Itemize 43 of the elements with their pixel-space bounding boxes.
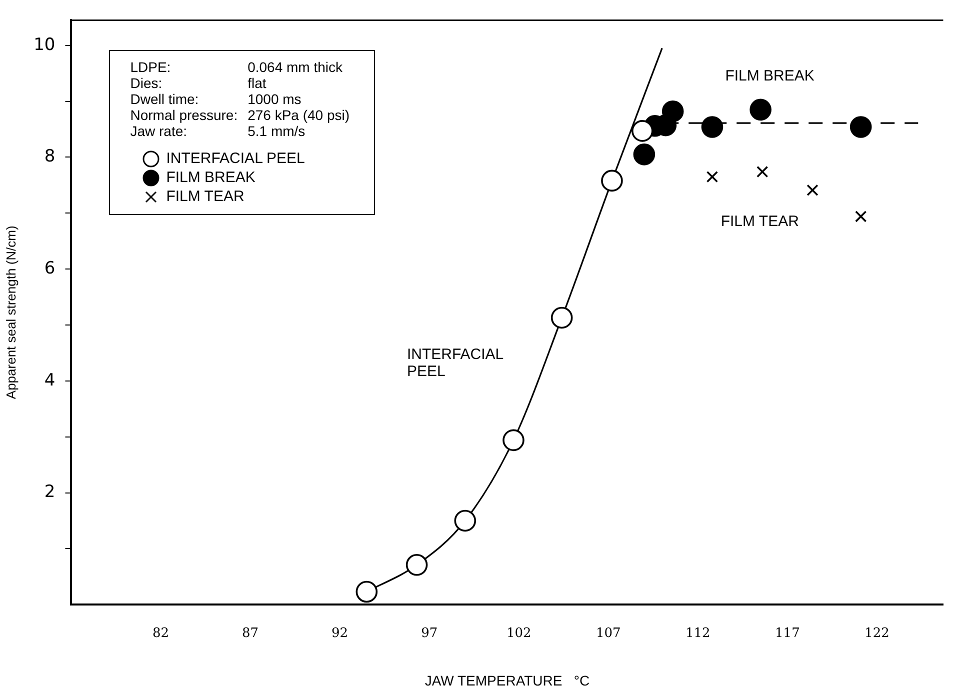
point xyxy=(756,166,768,178)
y-tick-label: 8 xyxy=(44,146,56,167)
point xyxy=(806,184,818,196)
point xyxy=(850,116,872,138)
text: Dwell time: 1000 ms xyxy=(130,91,302,108)
point xyxy=(601,170,623,192)
text: Jaw rate: 5.1 mm/s xyxy=(130,123,306,140)
legend-label: INTERFACIAL PEEL xyxy=(166,149,305,168)
point xyxy=(854,210,867,222)
legend-label: FILM BREAK xyxy=(166,168,256,188)
point xyxy=(356,580,378,603)
x-tick-label: 122 xyxy=(864,626,890,641)
x-tick-label: 102 xyxy=(506,626,532,641)
y-tick-label: 4 xyxy=(44,370,56,390)
annotation: Normal pressure: 276 kPa (40 psi) xyxy=(130,107,351,124)
text: LDPE: 0.064 mm thick xyxy=(130,59,343,76)
point xyxy=(633,144,656,166)
y-axis-title: Apparent seal strength (N/cm) xyxy=(3,226,18,400)
point xyxy=(662,100,684,122)
x-tick-label: 87 xyxy=(242,626,259,641)
x-tick-label: 107 xyxy=(596,626,621,641)
y-tick-label: 10 xyxy=(34,34,56,55)
x-tick-label: 92 xyxy=(332,626,348,641)
point xyxy=(550,306,573,329)
point xyxy=(706,170,718,183)
legend-label: FILM TEAR xyxy=(166,187,244,206)
x-tick-label: 97 xyxy=(421,626,438,641)
x-tick-label: 112 xyxy=(685,626,710,641)
text: Dies: flat xyxy=(130,75,266,92)
x-tick-label: 82 xyxy=(152,626,170,641)
point xyxy=(406,554,428,576)
y-tick-label: 2 xyxy=(44,482,56,502)
point xyxy=(502,429,524,452)
point xyxy=(632,120,654,142)
point xyxy=(454,510,476,532)
point xyxy=(750,98,772,121)
annotation: INTERFACIAL PEEL xyxy=(406,346,504,380)
x-tick-label: 117 xyxy=(775,626,800,641)
annotation: FILM BREAK xyxy=(725,67,814,84)
annotation: FILM TEAR xyxy=(720,212,800,230)
y-tick-label: 6 xyxy=(44,258,56,278)
point xyxy=(701,116,724,138)
x-axis-title: JAW TEMPERATURE °C xyxy=(424,672,590,688)
